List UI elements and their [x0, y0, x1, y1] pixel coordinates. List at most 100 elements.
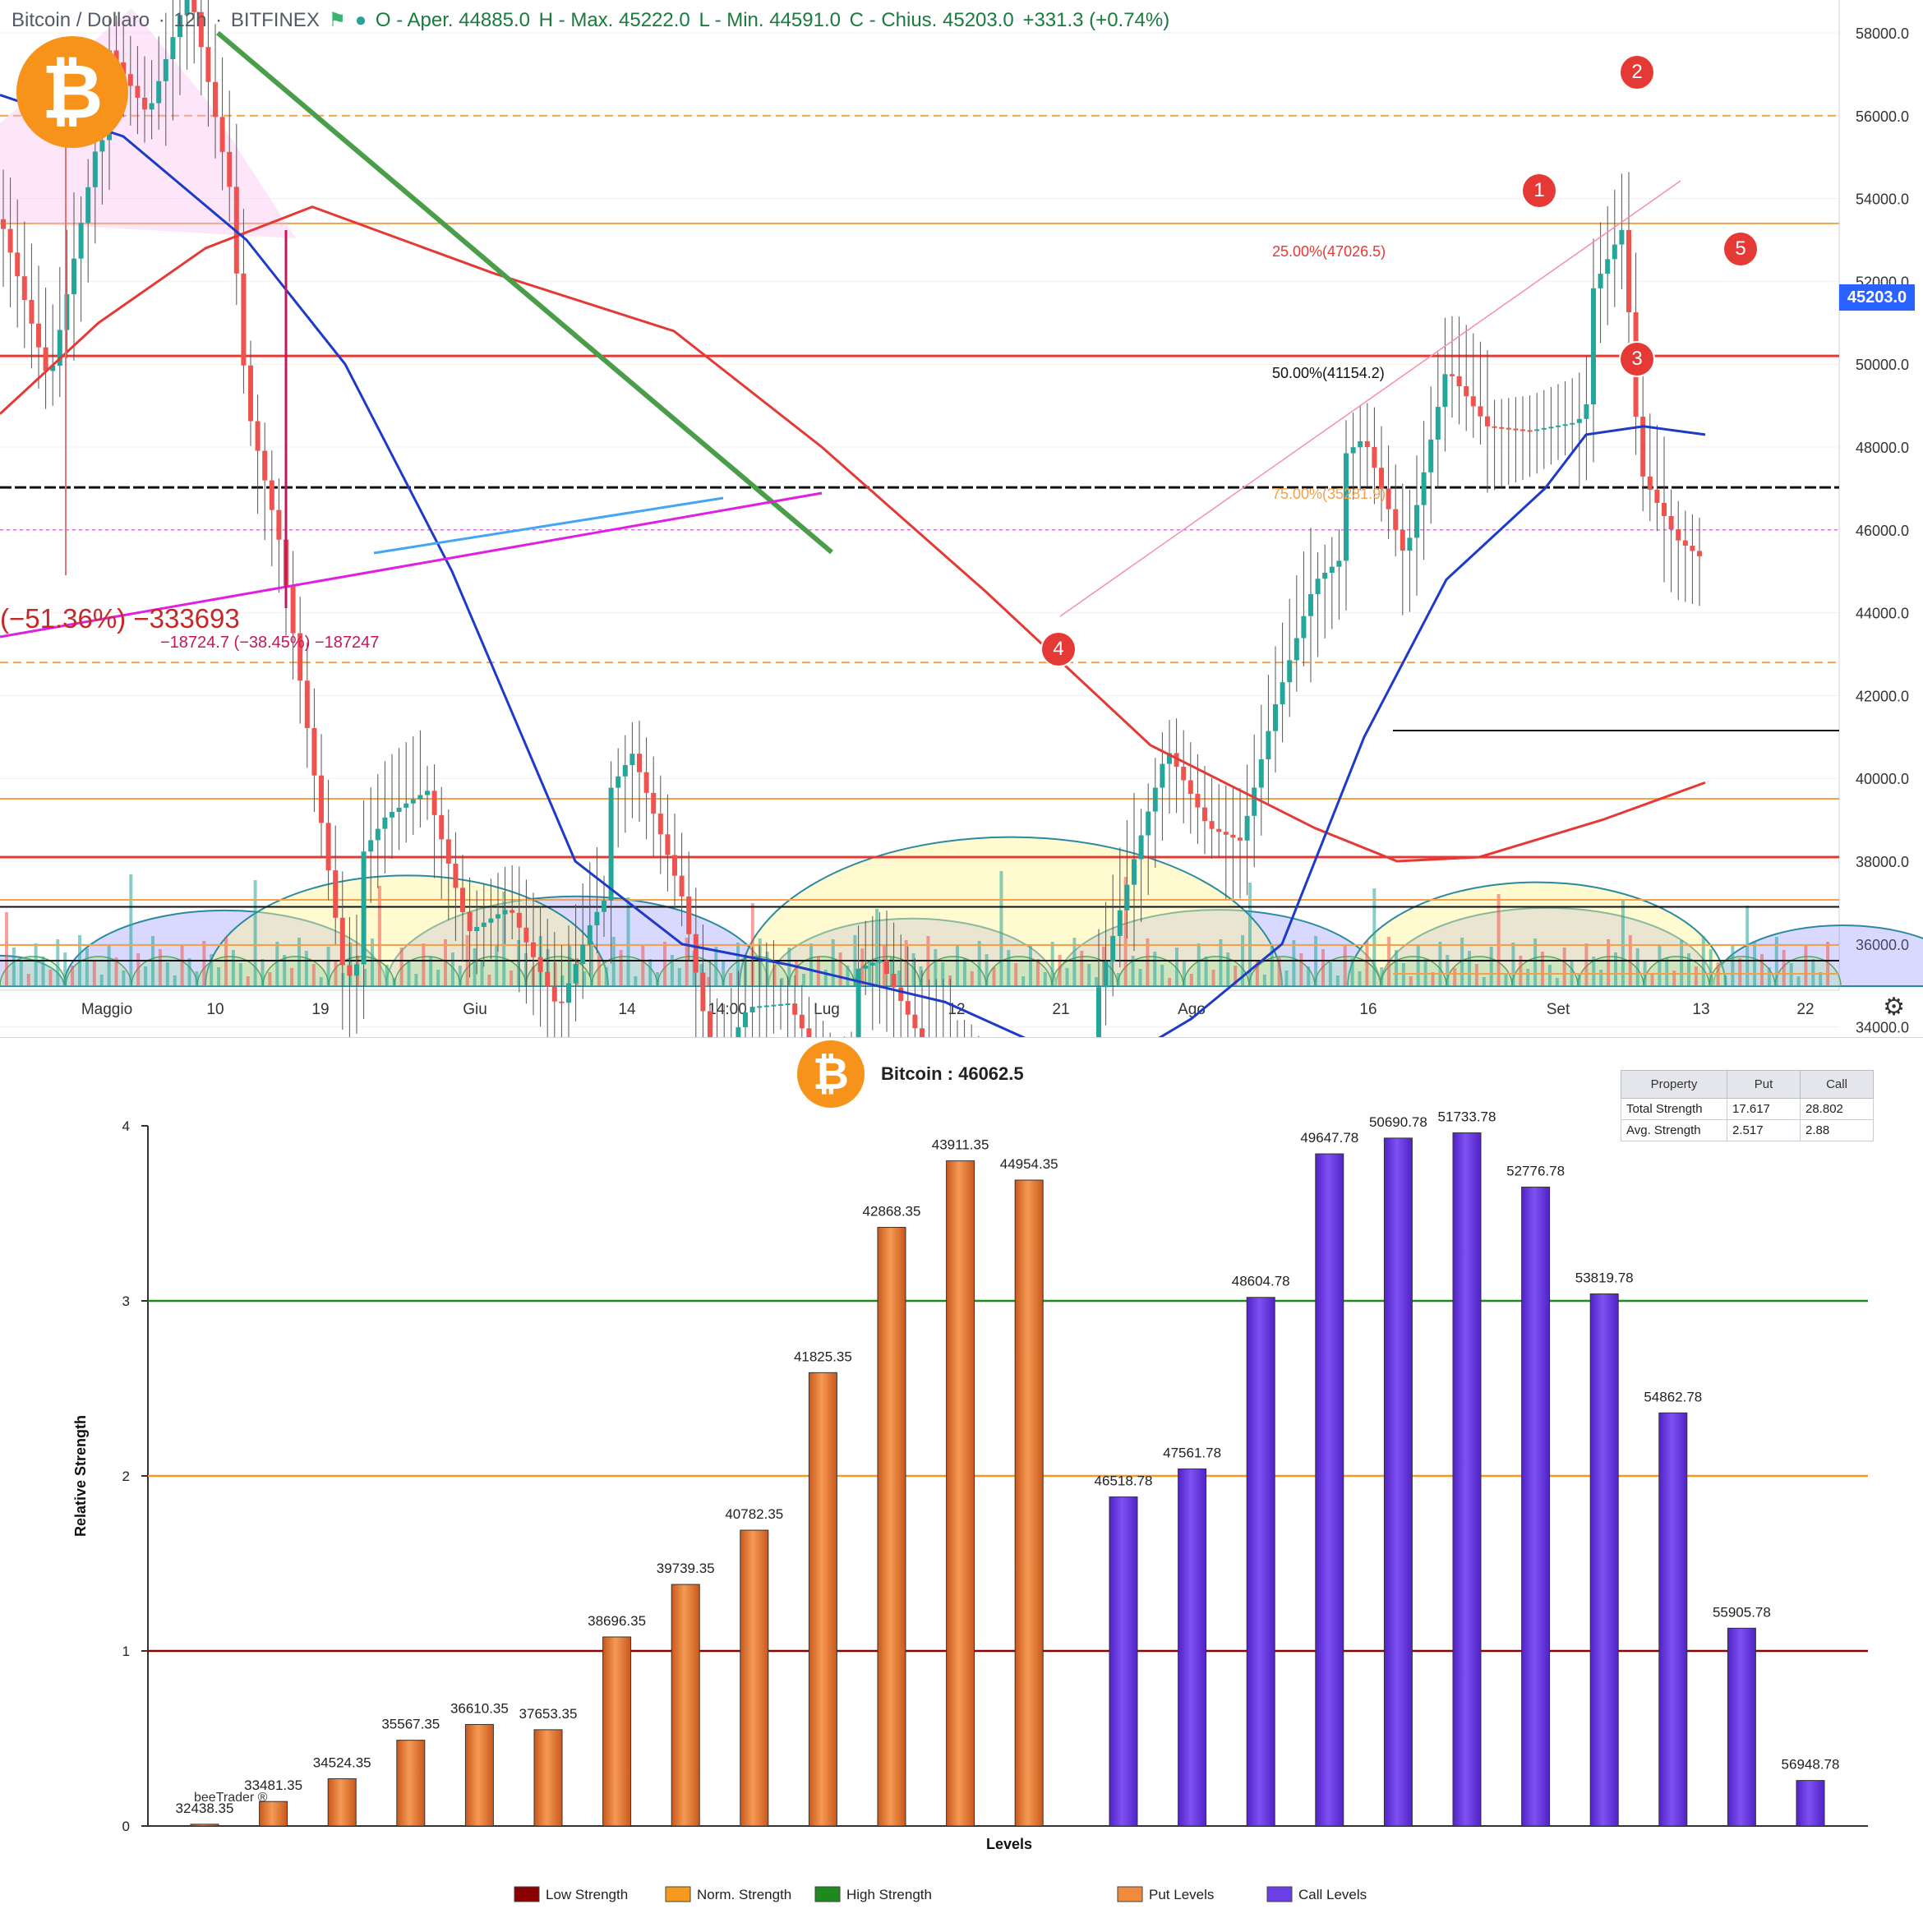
candle-body: [1570, 422, 1575, 425]
candle-body: [311, 727, 317, 776]
candle-body: [347, 965, 353, 976]
candle-body: [1513, 428, 1519, 431]
candle-body: [1470, 396, 1476, 407]
volume-bar: [231, 950, 235, 986]
candle-body: [1167, 753, 1172, 764]
price-chart-canvas[interactable]: 58000.056000.054000.052000.050000.048000…: [0, 0, 1923, 1037]
price-tick-label: 40000.0: [1856, 771, 1909, 787]
candle-body: [163, 58, 168, 81]
candle-body: [1598, 274, 1603, 288]
candle-body: [255, 421, 261, 451]
candle-body: [651, 792, 657, 814]
volume-bar: [1482, 977, 1486, 986]
candle-body: [276, 510, 282, 540]
candle-body: [1676, 529, 1681, 541]
candle-body: [1499, 427, 1505, 429]
candle-body: [1223, 832, 1229, 835]
candle-body: [1647, 476, 1653, 490]
put-bar: [602, 1636, 632, 1827]
candle-body: [156, 81, 162, 104]
candle-body: [297, 633, 303, 681]
candle-body: [912, 1014, 918, 1029]
put-bar: [877, 1227, 906, 1827]
volume-bar: [1109, 960, 1113, 986]
volume-bar: [1804, 946, 1808, 986]
volume-bar: [1562, 948, 1566, 986]
volume-bar: [1116, 973, 1120, 986]
marker-2: 2: [1621, 56, 1653, 89]
symbol-name[interactable]: Bitcoin / Dollaro: [12, 9, 150, 31]
volume-bar: [904, 940, 908, 986]
candle-body: [1556, 425, 1561, 427]
time-tick-label: 16: [1359, 1001, 1377, 1018]
volume-bar: [736, 943, 740, 986]
marker-5: 5: [1724, 233, 1757, 265]
volume-bar: [399, 948, 404, 986]
bar-value-label: 52776.78: [1506, 1164, 1565, 1179]
price-tick-label: 50000.0: [1856, 357, 1909, 373]
volume-bar: [1409, 976, 1413, 986]
put-bar: [259, 1801, 288, 1827]
ma-50-line: [0, 94, 1706, 1037]
time-tick-label: Set: [1547, 1001, 1570, 1018]
volume-bar: [1826, 942, 1830, 986]
gear-icon[interactable]: ⚙: [1883, 994, 1905, 1021]
volume-bar: [1446, 955, 1450, 986]
volume-bar: [319, 977, 323, 986]
candle-body: [21, 276, 27, 300]
candle-body: [643, 772, 649, 793]
volume-bar: [772, 965, 777, 986]
bar-value-label: 49647.78: [1300, 1130, 1358, 1146]
bar-value-label: 40782.35: [725, 1506, 783, 1522]
volume-bar: [634, 976, 638, 986]
candle-body: [178, 15, 182, 38]
interval-label[interactable]: 12h: [173, 9, 207, 31]
candle-body: [1238, 837, 1243, 841]
volume-bar: [217, 967, 221, 986]
candle-body: [1322, 572, 1328, 579]
candle-body: [1195, 794, 1201, 808]
price-chart-panel[interactable]: 58000.0 56000.0 54000.0 52000.0 50000.0 48000…: [0, 0, 1923, 1038]
volume-bar: [85, 948, 89, 986]
volume-bar: [34, 943, 38, 986]
volume-bar: [1050, 942, 1054, 986]
bar-value-label: 42868.35: [863, 1204, 921, 1220]
volume-bar: [377, 886, 381, 986]
candle-body: [57, 330, 62, 366]
candle-body: [616, 776, 621, 788]
volume-bar: [290, 968, 294, 986]
volume-bar: [195, 971, 199, 986]
candle-body: [333, 870, 339, 918]
bar-value-label: 32438.35: [176, 1801, 234, 1816]
call-bar: [1589, 1293, 1619, 1827]
volume-bar: [1782, 950, 1786, 986]
candle-body: [891, 974, 897, 988]
volume-bar: [444, 939, 447, 986]
candle-body: [1393, 509, 1399, 530]
candle-body: [142, 97, 147, 110]
candle-body: [1626, 229, 1631, 312]
candle-body: [602, 900, 606, 912]
bar-value-label: 46518.78: [1095, 1473, 1153, 1489]
candle-body: [792, 1003, 798, 1015]
small-cycle-arc: [591, 956, 658, 987]
candle-body: [905, 1001, 911, 1015]
legend-label: Put Levels: [1149, 1887, 1214, 1902]
volume-bar: [1248, 883, 1252, 986]
candle-body: [113, 50, 119, 62]
candle-body: [1541, 427, 1547, 430]
volume-bar: [1767, 967, 1771, 986]
channel-line: [1059, 180, 1681, 617]
volume-bar: [1431, 972, 1435, 986]
volume-bar: [1489, 947, 1493, 986]
volume-bar: [1774, 937, 1778, 986]
volume-bar: [1584, 943, 1589, 986]
volume-bar: [480, 961, 484, 986]
candle-body: [1414, 505, 1419, 538]
candle-body: [431, 791, 437, 815]
y-tick-label: 1: [122, 1644, 130, 1659]
candle-body: [1668, 516, 1674, 530]
candle-body: [1329, 566, 1335, 573]
put-bar: [671, 1584, 700, 1827]
